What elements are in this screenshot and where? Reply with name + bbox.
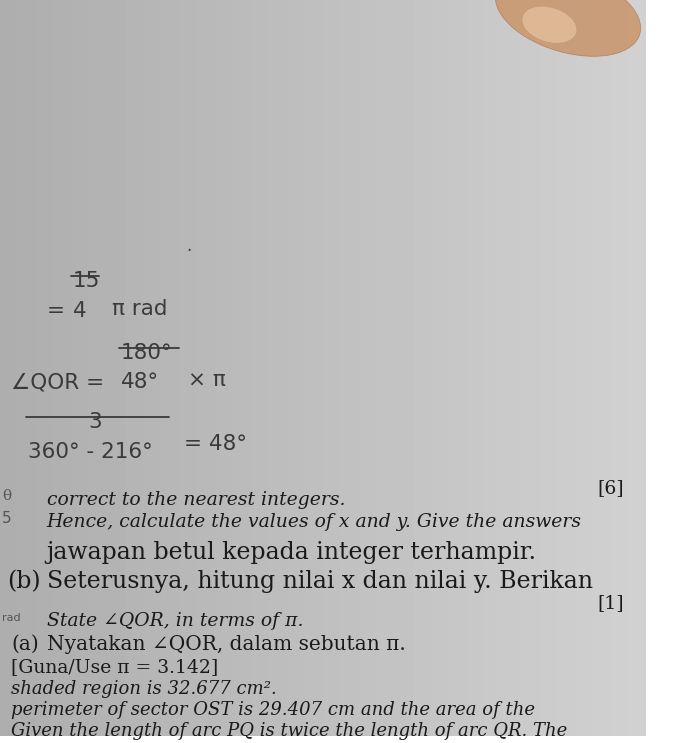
Text: .: .	[186, 237, 191, 255]
Text: Seterusnya, hitung nilai x dan nilai y. Berikan: Seterusnya, hitung nilai x dan nilai y. …	[46, 571, 593, 594]
Text: 360° - 216°: 360° - 216°	[28, 441, 152, 461]
Ellipse shape	[522, 7, 577, 43]
Text: θ: θ	[2, 489, 11, 503]
Text: [1]: [1]	[597, 594, 624, 612]
Text: × π: × π	[188, 370, 226, 390]
Text: rad: rad	[2, 613, 21, 623]
Text: State ∠QOR, in terms of π.: State ∠QOR, in terms of π.	[46, 612, 303, 630]
Text: shaded region is 32.677 cm².: shaded region is 32.677 cm².	[11, 681, 277, 698]
Text: 4: 4	[73, 301, 87, 321]
Text: 15: 15	[73, 271, 100, 291]
Text: =: =	[46, 301, 64, 321]
Text: 5: 5	[2, 511, 12, 526]
Text: Nyatakan ∠QOR, dalam sebutan π.: Nyatakan ∠QOR, dalam sebutan π.	[46, 635, 405, 654]
Text: Given the length of arc PQ is twice the length of arc QR. The: Given the length of arc PQ is twice the …	[11, 722, 568, 740]
Text: Hence, calculate the values of x and y. Give the answers: Hence, calculate the values of x and y. …	[46, 513, 581, 531]
Text: = 48°: = 48°	[184, 434, 247, 454]
Text: (a): (a)	[11, 635, 39, 654]
Text: (b): (b)	[8, 571, 41, 594]
Ellipse shape	[495, 0, 640, 56]
Text: correct to the nearest integers.: correct to the nearest integers.	[46, 491, 345, 509]
Text: π rad: π rad	[112, 299, 167, 319]
Text: jawapan betul kepada integer terhampir.: jawapan betul kepada integer terhampir.	[46, 541, 536, 564]
Text: perimeter of sector OST is 29.407 cm and the area of the: perimeter of sector OST is 29.407 cm and…	[11, 701, 535, 719]
Text: ∠QOR =: ∠QOR =	[11, 372, 105, 392]
Text: [Guna/Use π = 3.142]: [Guna/Use π = 3.142]	[11, 658, 218, 677]
Text: [6]: [6]	[597, 479, 624, 497]
Text: 180°: 180°	[121, 343, 173, 363]
Text: 48°: 48°	[121, 372, 159, 392]
Text: 3: 3	[89, 412, 102, 432]
